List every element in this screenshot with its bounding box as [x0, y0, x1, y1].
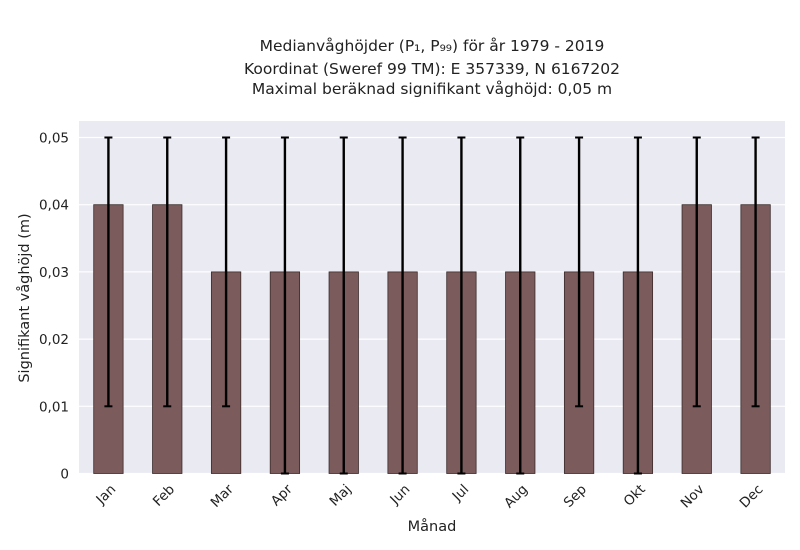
- y-tick-label: 0,01: [39, 399, 69, 415]
- x-tick-label: Feb: [150, 482, 178, 510]
- y-tick-label: 0,05: [39, 131, 69, 147]
- x-tick-labels: Jan Feb Mar Apr Maj Jun Jul Aug Sep Okt Nov Dec: [93, 481, 767, 511]
- x-tick-label: Maj: [327, 482, 355, 510]
- title-line-3: Maximal beräknad signifikant våghöjd: 0,…: [252, 80, 612, 98]
- y-tick-labels: 0 0,01 0,02 0,03 0,04 0,05: [39, 131, 69, 483]
- error-bar-feb: [163, 136, 172, 408]
- error-bar-nov: [692, 136, 701, 408]
- y-gridlines: [79, 136, 785, 475]
- error-bar-jan: [104, 136, 113, 408]
- y-tick-label: 0,03: [39, 265, 69, 281]
- error-bar-jul: [457, 136, 466, 475]
- x-tick-label: Nov: [678, 482, 708, 512]
- x-tick-label: Mar: [208, 481, 238, 511]
- x-tick-label: Sep: [561, 482, 590, 511]
- error-bar-sep: [575, 136, 584, 408]
- title-line-1: Medianvåghöjder (P₁, P₉₉) för år 1979 - …: [260, 37, 605, 55]
- x-tick-label: Apr: [268, 481, 296, 509]
- error-bar-mar: [222, 136, 231, 408]
- error-bar-aug: [516, 136, 525, 475]
- error-bar-dec: [751, 136, 760, 408]
- x-tick-label: Jan: [93, 482, 120, 509]
- y-tick-label: 0,04: [39, 198, 69, 214]
- y-axis-label: Signifikant våghöjd (m): [16, 213, 33, 382]
- chart-title: Medianvåghöjder (P₁, P₉₉) för år 1979 - …: [244, 37, 620, 98]
- x-tick-label: Jul: [449, 482, 473, 506]
- title-line-2: Koordinat (Sweref 99 TM): E 357339, N 61…: [244, 60, 620, 78]
- x-axis-label: Månad: [408, 518, 457, 535]
- y-tick-label: 0,02: [39, 332, 69, 348]
- error-bars: [104, 136, 760, 475]
- error-bar-jun: [398, 136, 407, 475]
- plot-area: [79, 121, 785, 474]
- error-bar-okt: [633, 136, 642, 475]
- x-tick-label: Aug: [501, 482, 531, 512]
- y-tick-label: 0: [60, 467, 69, 483]
- error-bar-maj: [339, 136, 348, 475]
- x-tick-label: Okt: [621, 482, 649, 510]
- error-bar-apr: [280, 136, 289, 475]
- x-tick-label: Dec: [737, 482, 767, 512]
- x-tick-label: Jun: [386, 482, 413, 509]
